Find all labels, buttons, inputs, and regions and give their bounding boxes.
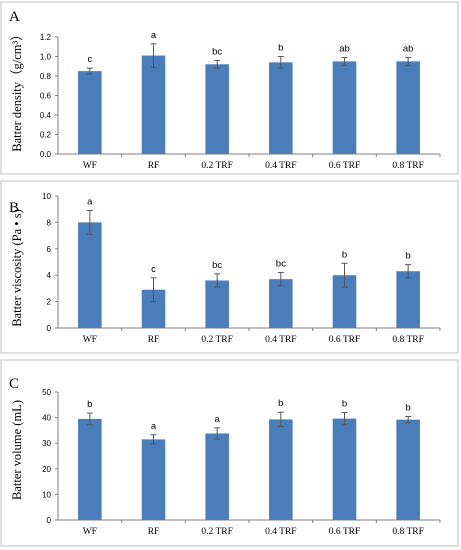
panel-a-x-tick-label: RF: [148, 161, 160, 171]
panel-a-significance-letter: b: [278, 43, 283, 54]
panel-a-bar: [78, 71, 102, 154]
panel-a-significance-letter: bc: [212, 46, 222, 57]
panel-b-significance-letter: b: [342, 249, 347, 260]
panel-a-y-tick-label: 0.8: [40, 72, 52, 81]
panel-b-x-tick-label: 0.2 TRF: [201, 335, 233, 345]
panel-b: B Batter viscosity (Pa • s) 0 2 4 6 8 10 a WF c R…: [0, 180, 459, 354]
panel-a-bar: [141, 55, 166, 154]
panel-c-y-tick-label: 50: [42, 388, 51, 397]
panel-b-x-tick-label: WF: [83, 335, 97, 345]
panel-a-significance-letter: ab: [339, 43, 350, 54]
panel-a-bar: [332, 61, 357, 154]
panel-c-significance-letter: a: [151, 421, 157, 432]
panel-b-y-tick-label: 6: [47, 245, 52, 254]
panel-a-significance-letter: c: [87, 54, 92, 65]
panel-a-bar: [396, 61, 420, 154]
panel-c-letter: C: [9, 376, 19, 392]
panel-b-significance-letter: b: [406, 251, 411, 262]
panel-b-frame: [0, 180, 459, 354]
panel-a-y-tick-label: 0.2: [40, 131, 52, 140]
panel-b-bar: [141, 289, 166, 328]
panel-b-y-tick-label: 0: [47, 324, 52, 333]
panel-b-letter: B: [9, 200, 19, 216]
panel-c-x-tick-label: 0.2 TRF: [201, 527, 233, 537]
panel-a-bar: [269, 62, 293, 154]
panel-c-x-tick-label: 0.4 TRF: [265, 527, 297, 537]
panel-c-frame: [0, 359, 459, 547]
panel-c-y-tick-label: 0: [47, 516, 52, 525]
panel-b-bar: [332, 275, 357, 328]
panel-c-plot: 0 10 20 30 40 50 b WF a RF a 0.2 TRF b 0.4 TRF b 0.6 TR…: [42, 388, 441, 537]
panel-b-y-tick-label: 8: [47, 218, 52, 227]
panel-c-y-tick-label: 40: [42, 414, 51, 423]
panel-a-y-tick-label: 0.0: [40, 150, 52, 159]
panel-c-x-tick-label: 0.6 TRF: [329, 527, 361, 537]
panel-a-significance-letter: a: [151, 30, 157, 41]
panel-a-y-tick-label: 0.4: [40, 111, 52, 120]
panel-c-y-tick-label: 10: [42, 490, 51, 499]
panel-a-y-tick-label: 1.2: [40, 33, 52, 42]
panel-c-bar: [141, 439, 166, 520]
panel-a-x-tick-label: 0.2 TRF: [201, 161, 233, 171]
panel-a-x-tick-label: WF: [83, 161, 97, 171]
panel-b-plot: 0 2 4 6 8 10 a WF c RF bc 0.2 TRF bc 0.4 TRF b 0.6 TRF b…: [42, 192, 441, 345]
panel-c-y-tick-label: 30: [42, 439, 51, 448]
panel-a-letter: A: [9, 9, 20, 25]
panel-a-y-tick-label: 0.6: [40, 92, 52, 101]
panel-c-significance-letter: b: [342, 398, 347, 409]
panel-a-x-tick-label: 0.6 TRF: [329, 161, 361, 171]
panel-b-bar: [78, 222, 102, 328]
panel-a: A Batter density（g/cm³） 0.0 0.2 0.4 0.6 0.8 1…: [0, 1, 459, 175]
panel-c-x-tick-label: WF: [83, 527, 97, 537]
panel-b-x-tick-label: 0.8 TRF: [392, 335, 424, 345]
panel-b-significance-letter: c: [151, 264, 156, 275]
panel-a-x-tick-label: 0.8 TRF: [392, 161, 424, 171]
panel-b-x-tick-label: 0.6 TRF: [329, 335, 361, 345]
panel-a-plot: 0.0 0.2 0.4 0.6 0.8 1.0 1.2 c WF a RF bc 0.2 TRF b 0.4…: [40, 30, 441, 171]
panel-a-x-tick-label: 0.4 TRF: [265, 161, 297, 171]
panel-c-y-axis-label: Batter volume (mL): [10, 400, 24, 500]
panel-c-y-tick-label: 20: [42, 465, 51, 474]
panel-b-y-tick-label: 4: [47, 271, 52, 280]
panel-b-y-axis-label: Batter viscosity (Pa • s): [10, 209, 24, 327]
panel-a-frame: [0, 1, 459, 175]
panel-a-bar: [205, 64, 229, 154]
panel-b-significance-letter: a: [87, 197, 93, 208]
panel-b-y-tick-label: 10: [42, 192, 51, 201]
panel-c-significance-letter: b: [406, 403, 411, 414]
panel-c-significance-letter: b: [278, 398, 283, 409]
panel-c-significance-letter: a: [215, 414, 221, 425]
panel-c-bar: [332, 418, 357, 520]
panel-c-bar: [78, 418, 102, 520]
panel-c: C Batter volume (mL) 01020304050bWFaRFa0…: [0, 359, 459, 547]
panel-b-y-tick-label: 2: [47, 298, 52, 307]
panel-b-significance-letter: bc: [212, 260, 222, 271]
panel-a-y-axis-label: Batter density（g/cm³）: [10, 28, 24, 152]
panel-b-bar: [396, 271, 420, 328]
panel-c-bar: [205, 433, 229, 520]
panel-c-significance-letter: b: [87, 399, 92, 410]
panel-c-x-tick-label: RF: [148, 527, 160, 537]
panel-a-significance-letter: ab: [403, 43, 414, 54]
panel-b-x-tick-label: RF: [148, 335, 160, 345]
panel-a-y-tick-label: 1.0: [40, 53, 52, 62]
panel-c-bar: [396, 419, 420, 520]
panel-b-x-tick-label: 0.4 TRF: [265, 335, 297, 345]
panel-c-bar: [269, 419, 293, 520]
panel-b-significance-letter: bc: [276, 259, 286, 270]
panel-b-bar: [205, 280, 229, 328]
panel-c-x-tick-label: 0.8 TRF: [392, 527, 424, 537]
panel-b-bar: [269, 279, 293, 328]
